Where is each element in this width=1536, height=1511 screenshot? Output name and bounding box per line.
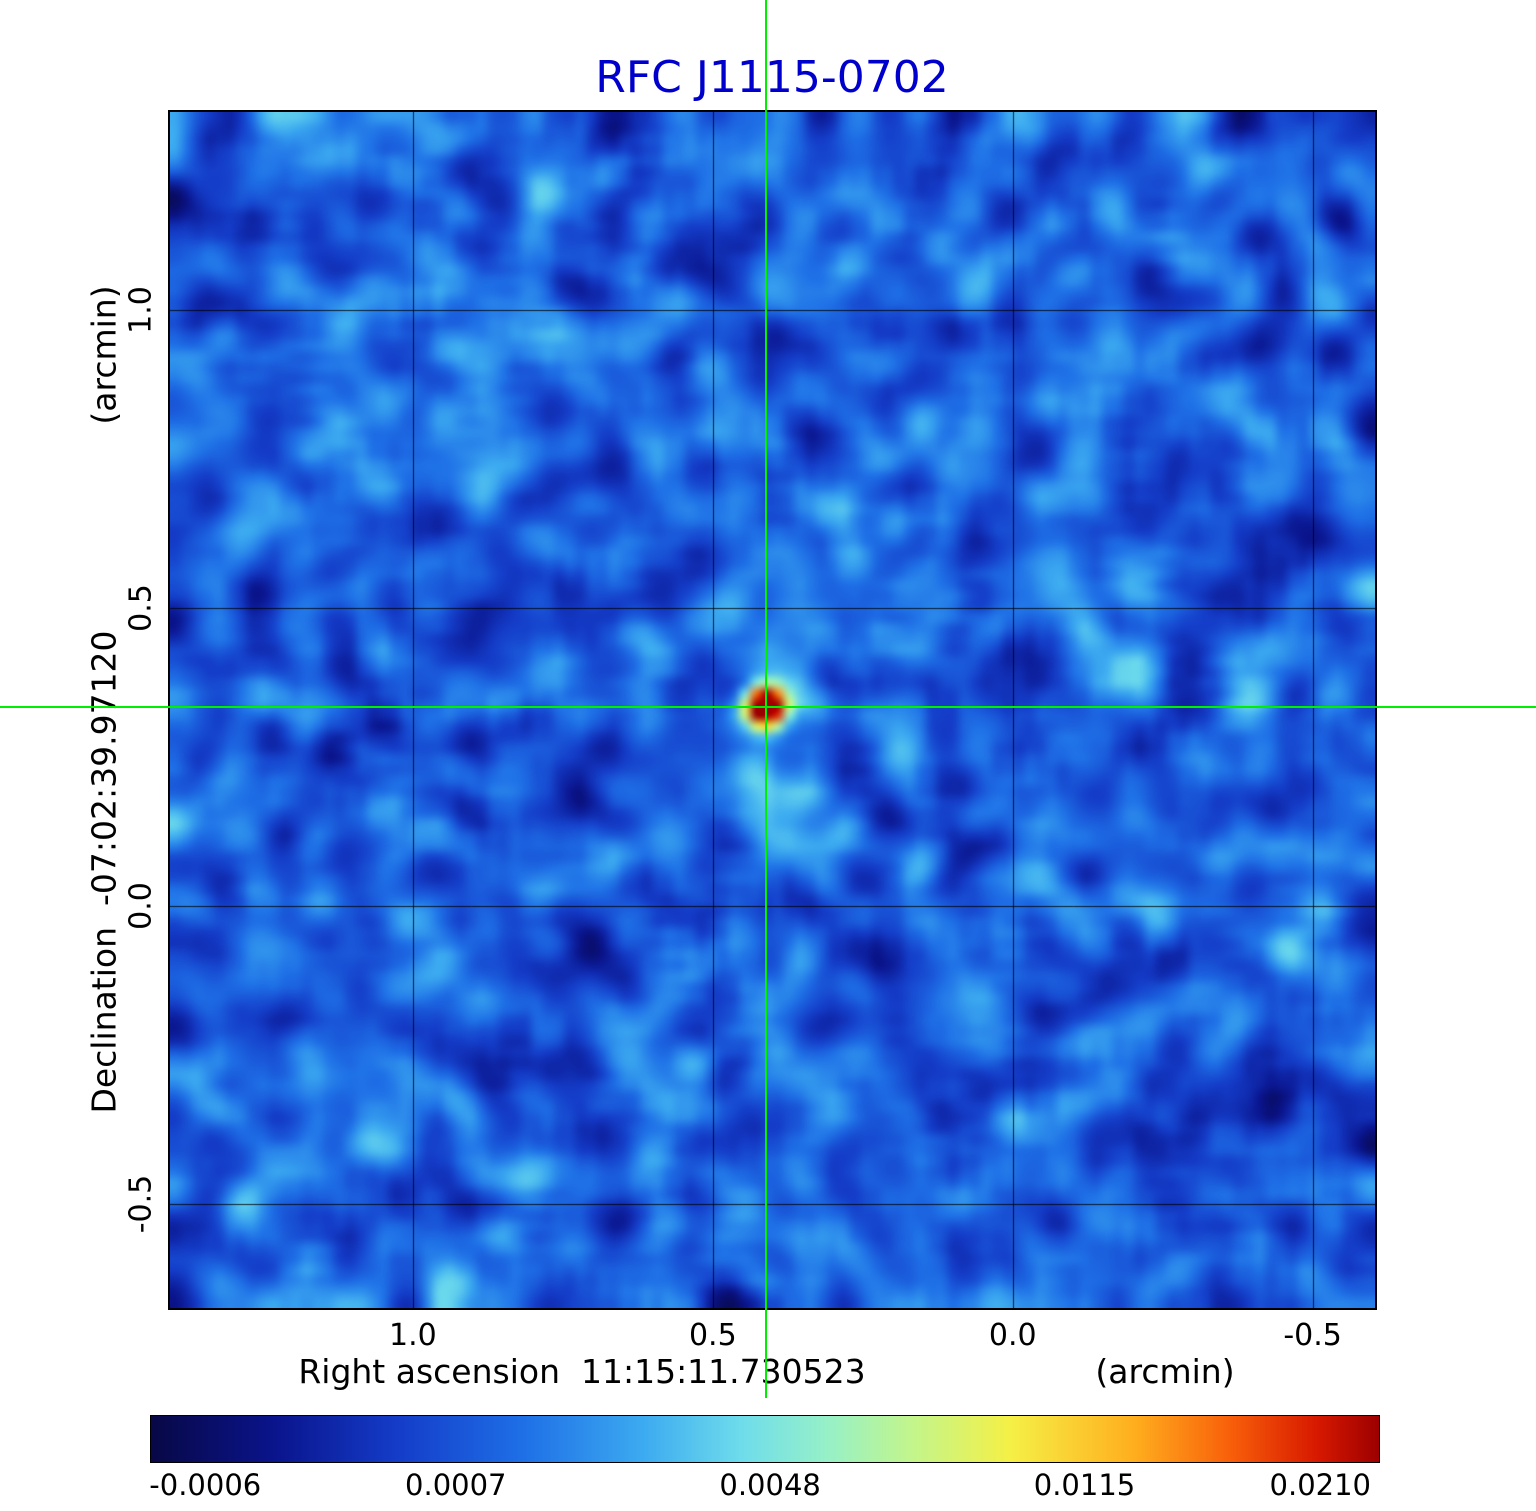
x-tick-label: 0.5 <box>688 1318 737 1353</box>
y-tick-label: 0.0 <box>123 881 159 930</box>
colorbar-tick-label: 0.0115 <box>1033 1468 1136 1502</box>
colorbar-tick-label: 0.0007 <box>405 1468 507 1502</box>
colorbar-gradient-canvas <box>151 1416 1379 1462</box>
x-tick-label: 0.0 <box>988 1318 1037 1353</box>
sky-map-canvas <box>170 112 1375 1308</box>
colorbar-tick-label: 0.0210 <box>1269 1468 1372 1502</box>
x-axis-label: Right ascension 11:15:11.730523 <box>298 1352 866 1391</box>
sky-map-plot <box>168 110 1377 1310</box>
y-tick-label: 1.0 <box>123 285 159 334</box>
y-tick-label: 0.5 <box>123 583 159 632</box>
page-title: RFC J1115-0702 <box>595 52 949 103</box>
y-axis-unit-label: (arcmin) <box>84 285 124 425</box>
colorbar-tick-label: 0.0048 <box>719 1468 821 1502</box>
x-tick-label: -0.5 <box>1283 1318 1342 1353</box>
x-tick-label: 1.0 <box>389 1318 437 1353</box>
y-axis-label: Declination -07:02:39.97120 <box>84 630 124 1114</box>
colorbar-tick-label: -0.0006 <box>149 1468 262 1502</box>
x-axis-unit-label: (arcmin) <box>1095 1352 1235 1391</box>
colorbar <box>150 1415 1380 1463</box>
y-tick-label: -0.5 <box>123 1174 159 1233</box>
